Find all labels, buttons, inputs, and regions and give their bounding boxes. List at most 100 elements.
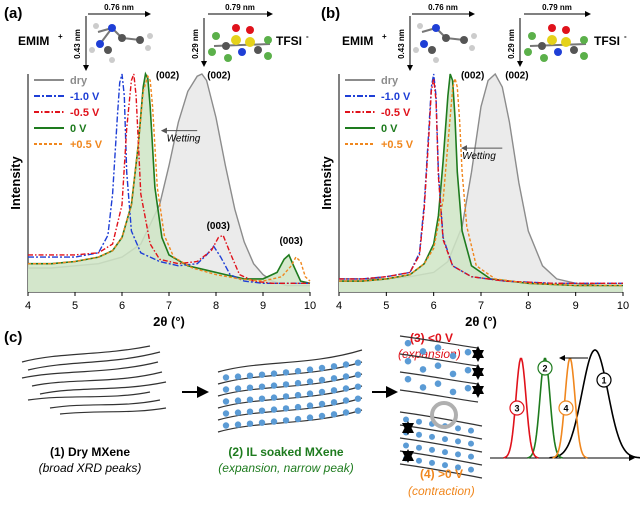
ion-dot xyxy=(450,389,457,396)
x-tick-label: 6 xyxy=(119,300,125,312)
molecule-header-a: EMIM + 0.76 nm 0.43 nm 0.79 nm 0.29 nm xyxy=(18,3,309,70)
ion-dot xyxy=(416,458,422,464)
ion-dot xyxy=(465,385,472,392)
ion-dot xyxy=(468,428,474,434)
x-tick-label: 7 xyxy=(166,300,172,312)
ion-dot xyxy=(319,413,325,419)
peak-label: (002) xyxy=(156,70,179,81)
ion-dot xyxy=(442,449,448,455)
ion-dot xyxy=(247,397,253,403)
ion-dot xyxy=(403,417,409,423)
ion-dot xyxy=(405,358,412,365)
ion-dot xyxy=(429,447,435,453)
peak-label: (003) xyxy=(207,221,230,232)
x-tick-label: 4 xyxy=(336,300,342,312)
ion-dot xyxy=(355,396,361,402)
ion-dot xyxy=(235,409,241,415)
positive-voltage-note: (contraction) xyxy=(408,484,475,498)
ion-dot xyxy=(405,376,412,383)
panel-c-label: (c) xyxy=(4,329,22,346)
soaked-mxene-note: (expansion, narrow peak) xyxy=(218,461,353,475)
panel-b-label: (b) xyxy=(321,5,340,22)
mxene-sheet xyxy=(400,390,478,402)
tfsi-charge: - xyxy=(306,32,309,41)
legend-label: -1.0 V xyxy=(381,91,411,103)
ion-dot xyxy=(307,390,313,396)
y-axis-label: Intensity xyxy=(319,156,334,210)
ion-dot xyxy=(295,392,301,398)
ion-dot xyxy=(465,349,472,356)
y-axis-label: Intensity xyxy=(8,156,23,210)
ion-dot xyxy=(223,374,229,380)
ion-dot xyxy=(307,414,313,420)
peak-label: (002) xyxy=(461,70,484,81)
ion-dot xyxy=(295,416,301,422)
x-tick-label: 7 xyxy=(478,300,484,312)
x-tick-label: 9 xyxy=(260,300,266,312)
molecule-header-b: EMIM + 0.76 nm 0.43 nm 0.79 nm 0.29 nm xyxy=(342,3,627,70)
tfsi-label: TFSI xyxy=(594,34,620,48)
mxene-sheet xyxy=(218,350,362,372)
ion-dot xyxy=(247,385,253,391)
ion-dot xyxy=(331,387,337,393)
tfsi-molecule-icon xyxy=(208,24,272,62)
emim-height-label: 0.43 nm xyxy=(397,29,406,59)
ion-dot xyxy=(259,420,265,426)
legend-label: 0 V xyxy=(381,123,398,135)
ion-dot xyxy=(455,451,461,457)
ion-dot xyxy=(271,370,277,376)
ion-dot xyxy=(331,375,337,381)
ion-dot xyxy=(331,411,337,417)
emim-molecule-icon xyxy=(89,23,153,63)
ion-dot xyxy=(416,432,422,438)
ion-dot xyxy=(343,397,349,403)
emim-width-label: 0.76 nm xyxy=(428,3,458,12)
ion-dot xyxy=(283,381,289,387)
peak-label: (003) xyxy=(279,236,302,247)
x-axis-label: 2θ (°) xyxy=(465,314,497,329)
x-tick-label: 8 xyxy=(525,300,531,312)
ion-dot xyxy=(283,417,289,423)
mxene-sheet xyxy=(400,412,482,426)
peak-label: (002) xyxy=(207,70,230,81)
peak-label: (002) xyxy=(505,70,528,81)
ion-dot xyxy=(429,434,435,440)
ion-dot xyxy=(223,398,229,404)
legend-label: 0 V xyxy=(70,123,87,135)
emim-molecule-icon xyxy=(413,23,477,63)
x-tick-label: 6 xyxy=(431,300,437,312)
x-tick-label: 5 xyxy=(72,300,78,312)
mini-peak-label: 4 xyxy=(563,404,568,414)
x-tick-label: 9 xyxy=(573,300,579,312)
ion-dot xyxy=(235,385,241,391)
ion-dot xyxy=(331,363,337,369)
ion-dot xyxy=(343,409,349,415)
ion-dot xyxy=(271,394,277,400)
ion-dot xyxy=(247,421,253,427)
legend-label: +0.5 V xyxy=(70,139,103,151)
mini-peak-label: 1 xyxy=(601,376,606,386)
legend-label: +0.5 V xyxy=(381,139,414,151)
tfsi-width-label: 0.79 nm xyxy=(542,3,572,12)
ion-dot xyxy=(259,396,265,402)
legend-label: dry xyxy=(381,75,399,87)
ion-dot xyxy=(247,373,253,379)
schematic-panel-c: (1) Dry MXene (broad XRD peaks) (2) IL s… xyxy=(22,331,640,498)
x-tick-label: 8 xyxy=(213,300,219,312)
ion-dot xyxy=(319,365,325,371)
legend-label: dry xyxy=(70,75,88,87)
ion-dot xyxy=(420,348,427,355)
ion-dot xyxy=(235,397,241,403)
ion-dot xyxy=(468,454,474,460)
emim-charge: + xyxy=(382,32,387,41)
ion-dot xyxy=(468,441,474,447)
ion-dot xyxy=(295,404,301,410)
wetting-label: Wetting xyxy=(167,134,201,145)
emim-width-label: 0.76 nm xyxy=(104,3,134,12)
ion-dot xyxy=(343,373,349,379)
ion-dot xyxy=(435,362,442,369)
wetting-label: Wetting xyxy=(462,151,496,162)
ion-dot xyxy=(416,419,422,425)
